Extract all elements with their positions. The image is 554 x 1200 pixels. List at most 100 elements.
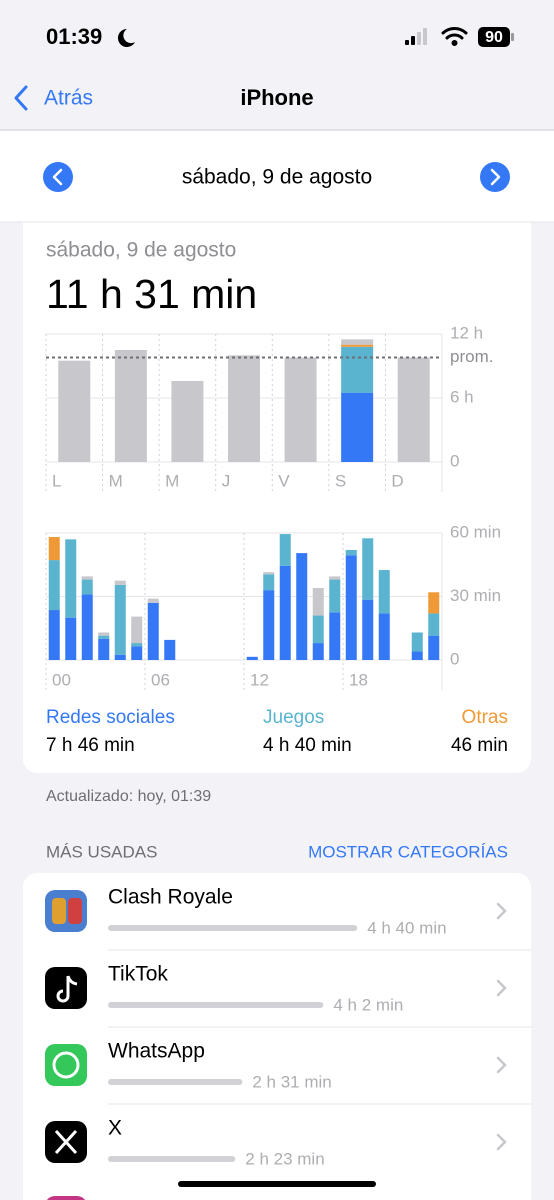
show-categories[interactable]: MOSTRAR CATEGORÍAS (308, 842, 508, 861)
bar-segment (164, 639, 176, 660)
bar-segment (147, 602, 159, 660)
row-chevron (496, 1133, 507, 1151)
bar-segment (329, 576, 341, 580)
bar-segment (279, 534, 291, 566)
bar-segment (246, 656, 258, 660)
legend-total: 7 h 46 min (46, 735, 135, 756)
bar-segment (263, 590, 275, 660)
bar-segment (378, 570, 390, 614)
app-name: WhatsApp (108, 1040, 205, 1063)
x-tick-label: L (52, 471, 61, 490)
bar-segment (98, 635, 110, 639)
bar-segment (114, 350, 147, 462)
battery-level: 90 (485, 29, 503, 46)
bar-segment (341, 344, 374, 347)
bar-segment (296, 553, 308, 660)
y-tick-label: 30 min (450, 586, 501, 605)
bar-segment (341, 392, 374, 462)
x-tick-label: 18 (349, 670, 368, 689)
bar-segment (312, 588, 324, 616)
x-tick-label: 12 (250, 670, 269, 689)
bar-segment (329, 579, 341, 613)
legend-label: Otras (462, 707, 508, 728)
x-tick-label: V (278, 471, 290, 490)
bar-segment (284, 357, 317, 462)
bar-segment (411, 632, 423, 652)
bar-segment (341, 339, 374, 345)
bar-segment (131, 646, 143, 660)
x-tick-label: S (335, 471, 346, 490)
x-tick-label: D (391, 471, 403, 490)
bar-segment (428, 592, 440, 614)
nav-title: iPhone (240, 85, 313, 110)
bar-segment (345, 555, 357, 660)
x-tick-label: 06 (151, 670, 170, 689)
bar-segment (345, 549, 357, 556)
bar-segment (114, 580, 126, 585)
usage-label: 4 h 40 min (367, 918, 446, 937)
bar-segment (362, 599, 374, 660)
bar-segment (228, 355, 260, 462)
x-tick-label: 00 (52, 670, 71, 689)
next-day-button[interactable] (480, 162, 510, 192)
row-chevron (496, 979, 507, 997)
bar-segment (263, 574, 275, 591)
wifi-icon (441, 27, 468, 46)
bar-segment (341, 346, 374, 393)
summary-total: 11 h 31 min (46, 271, 257, 317)
app-name: TikTok (108, 963, 168, 986)
prev-chevron (52, 168, 63, 186)
signal-icon (405, 28, 427, 45)
y-tick-label: 6 h (450, 387, 474, 406)
bar-segment (428, 635, 440, 660)
bar-segment (171, 380, 204, 462)
prev-day-button[interactable] (43, 162, 73, 192)
home-indicator (178, 1181, 376, 1187)
usage-bar (108, 1002, 324, 1008)
bar-segment (48, 537, 60, 561)
apps-card (23, 873, 531, 1200)
bar-segment (131, 643, 143, 647)
date-bar (0, 131, 554, 222)
updated-note: Actualizado: hoy, 01:39 (46, 788, 211, 805)
bar-segment (378, 613, 390, 660)
y-tick-label: 12 h (450, 323, 483, 342)
next-chevron (490, 168, 501, 186)
app-list: Clash Royale 4 h 40 min TikTok 4 h 2 min Wha… (108, 886, 531, 1168)
bar-segment (58, 360, 91, 462)
bar-segment (81, 579, 93, 595)
bar-segment (312, 643, 324, 660)
bar-segment (48, 560, 60, 611)
bar-segment (362, 538, 374, 600)
bar-segment (81, 576, 93, 580)
clock: 01:39 (46, 24, 102, 49)
y-tick-label: 0 (450, 451, 459, 470)
bar-segment (147, 598, 159, 603)
bar-segment (411, 651, 423, 660)
x-tick-label: J (222, 471, 231, 490)
average-label: prom. (450, 347, 493, 366)
y-tick-label: 0 (450, 649, 459, 668)
bar-segment (131, 616, 143, 644)
usage-label: 4 h 2 min (333, 995, 403, 1014)
bar-segment (65, 617, 77, 660)
back-button[interactable]: Atrás (44, 87, 93, 110)
battery-tip (511, 33, 514, 41)
battery (478, 27, 510, 47)
legend-label: Redes sociales (46, 707, 175, 728)
bar-segment (48, 610, 60, 660)
bar-segment (397, 357, 430, 462)
bar-segment (428, 613, 440, 636)
summary-date: sábado, 9 de agosto (46, 239, 236, 262)
bar-segment (114, 654, 126, 660)
bar-segment (65, 539, 77, 618)
moon-icon (117, 28, 135, 47)
bar-segment (312, 615, 324, 644)
bar-segment (98, 632, 110, 636)
app-name: X (108, 1117, 122, 1140)
y-tick-label: 60 min (450, 522, 501, 541)
usage-bar (108, 1156, 236, 1162)
back-chevron[interactable] (14, 85, 28, 111)
